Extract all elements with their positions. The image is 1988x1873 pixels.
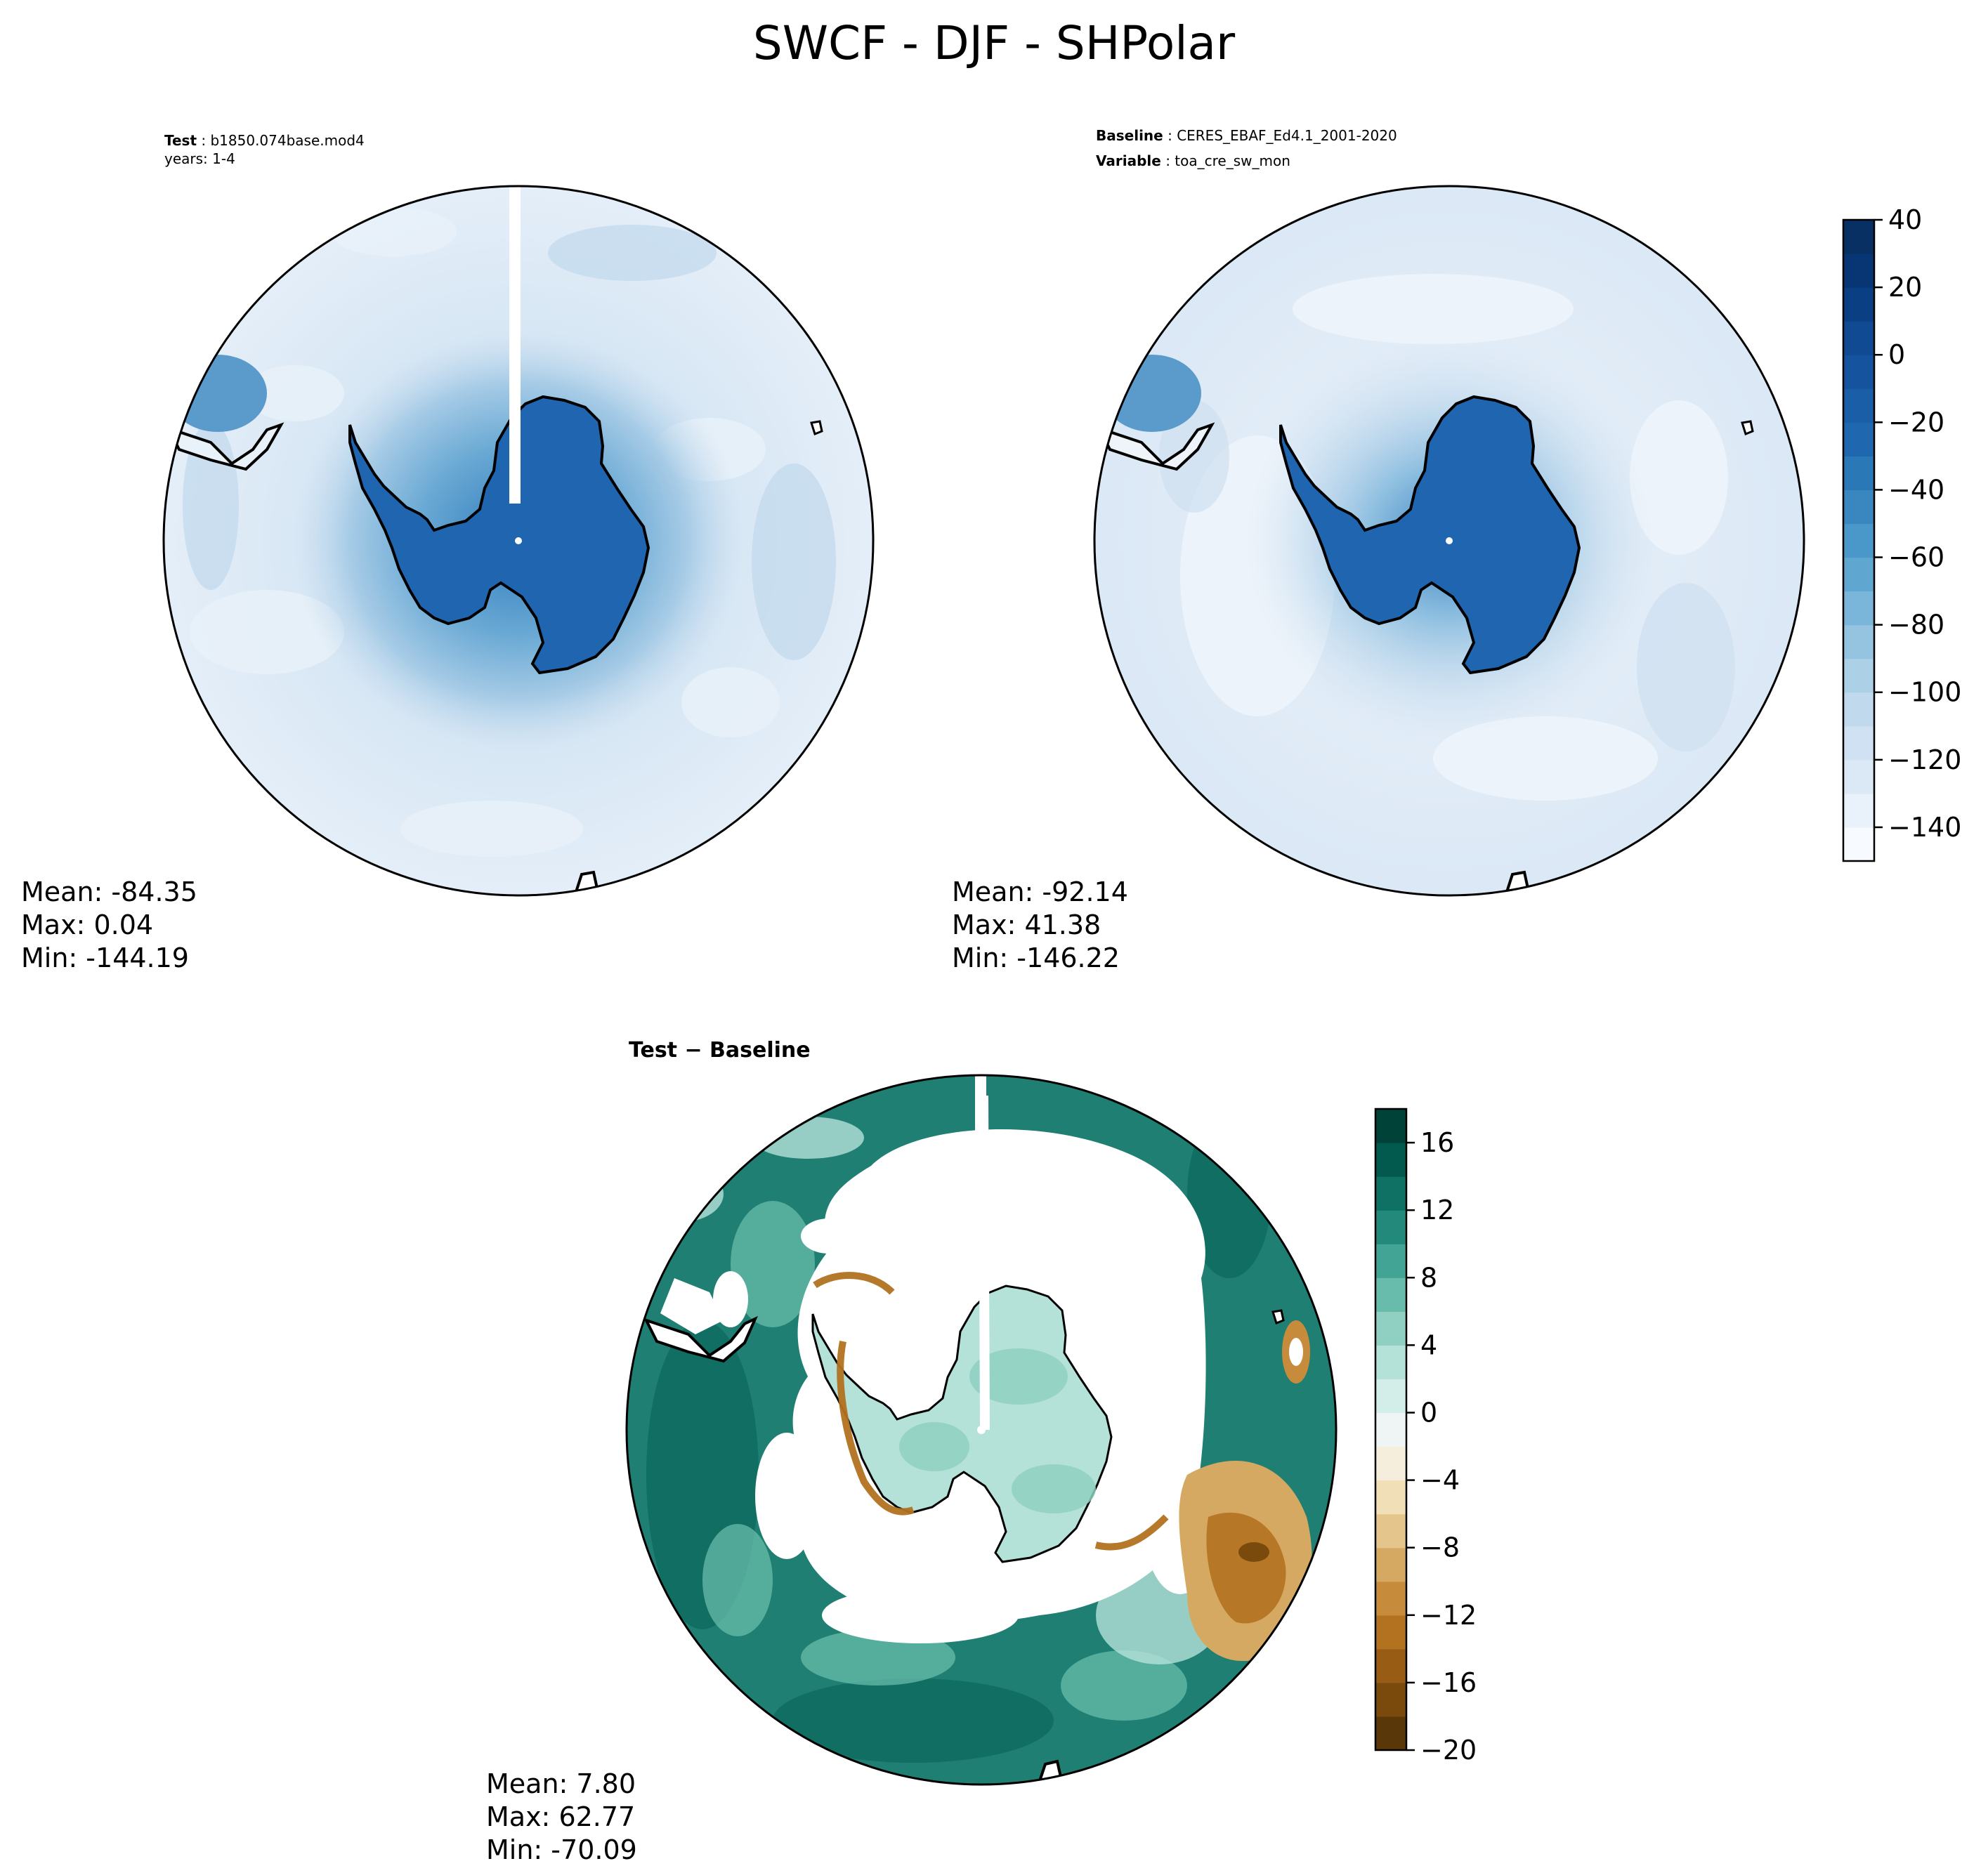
baseline-mean: Mean: -92.14	[952, 876, 1128, 907]
baseline-colorbar-segment	[1843, 759, 1874, 794]
test-min: Min: -144.19	[21, 942, 189, 973]
diff-colorbar-tick-label: −16	[1420, 1667, 1477, 1698]
test-label-sep: :	[197, 132, 210, 149]
svg-text:Baseline : CERES_EBAF_Ed4.1_20: Baseline : CERES_EBAF_Ed4.1_2001-2020	[1096, 127, 1397, 144]
test-map-boundary	[162, 185, 875, 897]
variable-label-value: toa_cre_sw_mon	[1175, 152, 1290, 169]
baseline-colorbar-segment	[1843, 422, 1874, 456]
baseline-colorbar-segment	[1843, 388, 1874, 423]
baseline-colorbar-segment	[1843, 355, 1874, 389]
diff-colorbar-tick-label: 4	[1420, 1329, 1437, 1360]
diff-min: Min: -70.09	[486, 1834, 637, 1865]
diff-map-boundary	[625, 1074, 1338, 1786]
diff-map	[627, 1075, 1336, 1785]
baseline-label-value: CERES_EBAF_Ed4.1_2001-2020	[1177, 127, 1397, 144]
baseline-colorbar-tick-label: 20	[1888, 272, 1922, 303]
diff-colorbar-segment	[1375, 1210, 1406, 1244]
diff-colorbar-segment	[1375, 1682, 1406, 1717]
baseline-map-boundary	[1093, 185, 1805, 897]
figure-title: SWCF - DJF - SHPolar	[753, 16, 1236, 70]
diff-colorbar-segment	[1375, 1615, 1406, 1650]
baseline-colorbar-segment	[1843, 321, 1874, 355]
baseline-colorbar-segment	[1843, 624, 1874, 659]
baseline-min: Min: -146.22	[952, 942, 1120, 973]
baseline-colorbar-segment	[1843, 254, 1874, 288]
test-label-key: Test	[164, 132, 197, 149]
diff-stats: Mean: 7.80 Max: 62.77 Min: -70.09	[486, 1768, 637, 1865]
diff-colorbar-segment	[1375, 1581, 1406, 1616]
baseline-colorbar-segment	[1843, 489, 1874, 525]
diff-colorbar-segment	[1375, 1176, 1406, 1211]
baseline-colorbar-tick-label: −20	[1888, 407, 1944, 438]
diff-colorbar-segment	[1375, 1412, 1406, 1447]
baseline-colorbar-frame	[1842, 218, 1876, 862]
diff-colorbar-segment	[1375, 1277, 1406, 1312]
panel-baseline: Baseline : CERES_EBAF_Ed4.1_2001-2020 Va…	[952, 127, 1961, 973]
diff-colorbar: 16 12 8 4 0 −4 −8 −12 −16 −20	[1374, 1108, 1477, 1766]
diff-colorbar-tick-label: 0	[1420, 1397, 1437, 1428]
test-years-label: years: 1-4	[164, 150, 235, 167]
svg-text:Variable : toa_cre_sw_mon: Variable : toa_cre_sw_mon	[1096, 152, 1290, 169]
diff-max: Max: 62.77	[486, 1801, 635, 1832]
test-mean: Mean: -84.35	[21, 876, 197, 907]
diff-label: Test − Baseline	[629, 1038, 811, 1063]
baseline-colorbar-tick-label: −100	[1888, 677, 1961, 708]
baseline-stats: Mean: -92.14 Max: 41.38 Min: -146.22	[952, 876, 1128, 973]
baseline-colorbar-tick-label: 0	[1888, 339, 1905, 370]
baseline-label-sep: :	[1163, 127, 1177, 144]
diff-colorbar-segment	[1375, 1547, 1406, 1582]
diff-colorbar-tick-label: 8	[1420, 1262, 1437, 1293]
diff-colorbar-segment	[1375, 1446, 1406, 1481]
diff-colorbar-tick-label: −8	[1420, 1532, 1460, 1563]
variable-label-key: Variable	[1096, 152, 1161, 169]
diff-colorbar-segment	[1375, 1716, 1406, 1751]
diff-colorbar-tick-label: 12	[1420, 1195, 1454, 1225]
diff-colorbar-segment	[1375, 1513, 1406, 1549]
baseline-colorbar-segment	[1843, 725, 1874, 761]
diff-colorbar-segment	[1375, 1109, 1406, 1143]
test-map	[164, 186, 873, 895]
diff-colorbar-tick-label: 16	[1420, 1127, 1454, 1158]
test-stats: Mean: -84.35 Max: 0.04 Min: -144.19	[21, 876, 197, 973]
baseline-colorbar: 40 20 0 −20 −40 −60 −80 −100 −120 −140	[1842, 204, 1961, 862]
diff-colorbar-segment	[1375, 1143, 1406, 1177]
baseline-colorbar-tick-label: −40	[1888, 474, 1944, 505]
diff-colorbar-frame	[1374, 1108, 1408, 1752]
baseline-colorbar-tick-label: −120	[1888, 744, 1961, 775]
diff-colorbar-segment	[1375, 1648, 1406, 1683]
baseline-colorbar-segment	[1843, 287, 1874, 322]
diff-colorbar-segment	[1375, 1345, 1406, 1380]
diff-colorbar-tick-label: −4	[1420, 1465, 1460, 1496]
variable-label-sep: :	[1161, 152, 1175, 169]
baseline-colorbar-segment	[1843, 793, 1874, 828]
diff-colorbar-segment	[1375, 1379, 1406, 1414]
diff-colorbar-segment	[1375, 1480, 1406, 1515]
baseline-colorbar-tick-label: −80	[1888, 610, 1944, 640]
panel-test: Test : b1850.074base.mod4 years: 1-4	[21, 132, 875, 973]
baseline-colorbar-tick-label: 40	[1888, 204, 1922, 235]
diff-colorbar-tick-label: −20	[1420, 1735, 1477, 1766]
diff-colorbar-tick-label: −12	[1420, 1600, 1477, 1631]
baseline-colorbar-segment	[1843, 591, 1874, 626]
baseline-label-key: Baseline	[1096, 127, 1163, 144]
baseline-colorbar-segment	[1843, 658, 1874, 693]
baseline-map	[1094, 186, 1804, 895]
baseline-colorbar-segment	[1843, 692, 1874, 727]
baseline-colorbar-tick-label: −60	[1888, 542, 1944, 573]
svg-text:Test : b1850.074base.mod4: Test : b1850.074base.mod4	[164, 132, 365, 149]
diff-colorbar-segment	[1375, 1311, 1406, 1346]
baseline-colorbar-tick-label: −140	[1888, 812, 1961, 843]
diff-mean: Mean: 7.80	[486, 1768, 636, 1799]
baseline-max: Max: 41.38	[952, 909, 1101, 940]
baseline-colorbar-segment	[1843, 827, 1874, 862]
baseline-colorbar-segment	[1843, 557, 1874, 592]
test-label-value: b1850.074base.mod4	[210, 132, 364, 149]
diff-colorbar-segment	[1375, 1244, 1406, 1278]
panel-difference: Test − Baseline	[486, 1038, 1477, 1865]
test-max: Max: 0.04	[21, 909, 153, 940]
baseline-colorbar-segment	[1843, 220, 1874, 254]
baseline-colorbar-segment	[1843, 523, 1874, 558]
baseline-colorbar-segment	[1843, 456, 1874, 491]
